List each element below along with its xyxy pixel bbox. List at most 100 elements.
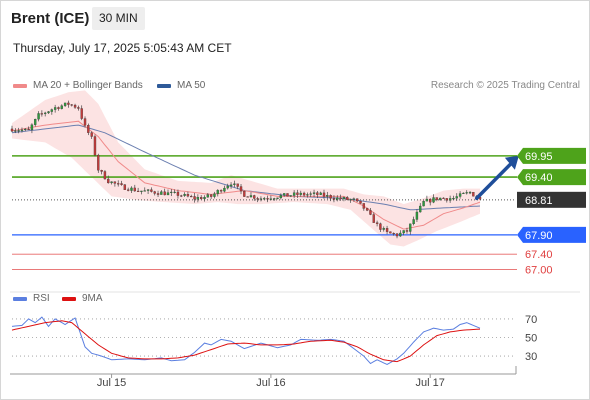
candle-body xyxy=(438,197,442,200)
forecast-arrow-shaft xyxy=(474,162,512,201)
candle-body xyxy=(372,214,375,223)
candle-body xyxy=(266,198,269,200)
rsi-line xyxy=(11,316,481,365)
legend-rsi-label: RSI xyxy=(33,293,50,304)
candle-body xyxy=(269,198,273,200)
candle-body xyxy=(249,195,253,198)
candle-body xyxy=(100,170,103,172)
candle-body xyxy=(186,194,190,197)
candle-body xyxy=(409,223,412,232)
candle-body xyxy=(316,192,319,195)
candle-body xyxy=(392,233,395,235)
candle-body xyxy=(332,198,336,200)
rsi-tick-30: 30 xyxy=(525,351,537,363)
candle-body xyxy=(20,129,24,131)
candle-body xyxy=(458,193,462,197)
candle-body xyxy=(143,190,146,192)
candle-body xyxy=(213,193,216,197)
candle-body xyxy=(63,102,67,106)
x-tick-label: Jul 15 xyxy=(97,377,126,389)
candle-body xyxy=(24,128,27,131)
candle-body xyxy=(87,125,90,133)
candle-body xyxy=(322,192,326,197)
candle-body xyxy=(365,208,369,211)
candle-body xyxy=(422,200,425,207)
candle-body xyxy=(455,196,458,199)
candle-body xyxy=(180,195,183,197)
candle-body xyxy=(97,154,100,171)
rsi-9ma-line xyxy=(11,320,481,363)
candle-body xyxy=(402,230,405,234)
candle-body xyxy=(173,191,176,193)
candle-body xyxy=(349,199,352,201)
candle-body xyxy=(77,107,80,109)
legend-ma50-swatch xyxy=(157,83,171,88)
candle-body xyxy=(239,186,243,192)
candle-body xyxy=(126,189,130,191)
legend-rsi: RSI xyxy=(13,293,50,304)
candle-body xyxy=(452,198,455,200)
candle-body xyxy=(190,196,193,198)
candle-body xyxy=(60,105,63,109)
candle-body xyxy=(130,187,133,191)
candle-body xyxy=(203,196,206,200)
candle-body xyxy=(206,194,210,198)
timestamp: Thursday, July 17, 2025 5:05:43 AM CET xyxy=(13,41,232,55)
candle-body xyxy=(193,196,196,200)
candle-body xyxy=(40,113,44,115)
candle-body xyxy=(110,181,113,184)
candle-body xyxy=(359,200,362,204)
rsi-tick-50: 50 xyxy=(525,333,537,345)
candle-body xyxy=(156,193,160,195)
candle-body xyxy=(395,233,399,237)
candle-body xyxy=(44,112,47,114)
candle-body xyxy=(289,195,292,197)
moving-averages xyxy=(11,120,481,230)
candle-body xyxy=(389,231,392,234)
candle-body xyxy=(233,183,236,185)
ma20-line xyxy=(11,120,481,230)
candle-body xyxy=(90,132,93,137)
timeframe-badge[interactable]: 30 MIN xyxy=(92,7,145,30)
candle-body xyxy=(123,184,127,190)
last-price-badge xyxy=(517,191,586,208)
candle-body xyxy=(166,192,170,196)
rsi-panel: 70 50 30 xyxy=(10,291,580,365)
candle-body xyxy=(50,109,54,112)
candle-body xyxy=(382,228,385,230)
candle-body xyxy=(259,198,263,200)
candle-body xyxy=(236,183,239,187)
candle-body xyxy=(196,197,200,200)
candle-body xyxy=(385,228,389,232)
candle-body xyxy=(465,192,468,194)
candle-body xyxy=(306,194,309,196)
candle-body xyxy=(183,194,186,196)
candle-body xyxy=(429,198,432,203)
candle-body xyxy=(243,190,246,197)
level-badge-69-95 xyxy=(517,147,586,164)
candle-body xyxy=(302,192,306,196)
chart-header: Brent (ICE) 30 MIN xyxy=(0,0,590,36)
candle-body xyxy=(448,198,452,201)
legend-ma50-label: MA 50 xyxy=(177,80,206,91)
x-axis: Jul 15 Jul 16 Jul 17 xyxy=(10,366,517,389)
candle-body xyxy=(103,171,107,180)
candle-body xyxy=(442,197,445,199)
candle-body xyxy=(14,130,17,132)
symbol-title: Brent (ICE) xyxy=(11,10,90,27)
candle-body xyxy=(253,195,256,199)
level-labels: 69.95 69.40 68.81 67.90 67.40 67.00 xyxy=(517,147,586,277)
candle-body xyxy=(120,183,123,185)
candle-body xyxy=(326,195,329,197)
candle-body xyxy=(37,113,40,120)
candle-body xyxy=(425,198,429,202)
candle-body xyxy=(176,191,180,196)
legend-ma20: MA 20 + Bollinger Bands xyxy=(13,80,143,91)
candle-body xyxy=(405,230,409,232)
candle-body xyxy=(136,190,140,192)
level-label-67-00: 67.00 xyxy=(525,265,553,277)
candle-body xyxy=(336,197,339,200)
candle-body xyxy=(273,198,276,200)
candle-body xyxy=(282,193,286,196)
